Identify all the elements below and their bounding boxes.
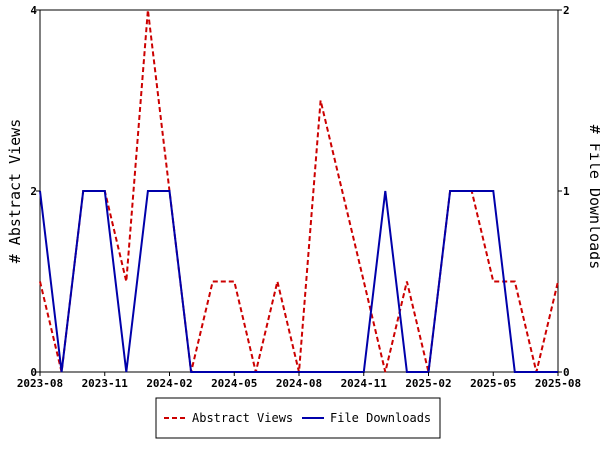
- y-axis-ticks: 0 2 4: [30, 4, 40, 379]
- x-tick-label: 2024-08: [276, 377, 322, 390]
- x-axis-ticks: 2023-08 2023-11 2024-02 2024-05 2024-08 2024-…: [17, 372, 581, 390]
- y-tick-label: 4: [30, 4, 37, 17]
- y2-axis-title: # File Downloads: [586, 125, 600, 270]
- x-tick-label: 2025-08: [535, 377, 581, 390]
- y2-tick-label: 2: [563, 4, 570, 17]
- legend: Abstract Views File Downloads: [155, 397, 441, 439]
- y-axis-title: # Abstract Views: [6, 119, 24, 264]
- legend-box: [155, 397, 441, 439]
- x-tick-label: 2023-11: [82, 377, 129, 390]
- legend-label-file-downloads: File Downloads: [330, 411, 431, 425]
- y-tick-label: 0: [30, 366, 37, 379]
- x-tick-label: 2024-02: [146, 377, 192, 390]
- x-tick-label: 2023-08: [17, 377, 63, 390]
- y2-tick-label: 1: [563, 185, 570, 198]
- y2-axis-ticks: 0 1 2: [558, 4, 570, 379]
- x-tick-label: 2024-11: [341, 377, 388, 390]
- y-tick-label: 2: [30, 185, 37, 198]
- legend-label-abstract-views: Abstract Views: [192, 411, 293, 425]
- x-tick-label: 2024-05: [211, 377, 257, 390]
- y2-tick-label: 0: [563, 366, 570, 379]
- x-tick-label: 2025-02: [405, 377, 451, 390]
- x-tick-label: 2025-05: [470, 377, 516, 390]
